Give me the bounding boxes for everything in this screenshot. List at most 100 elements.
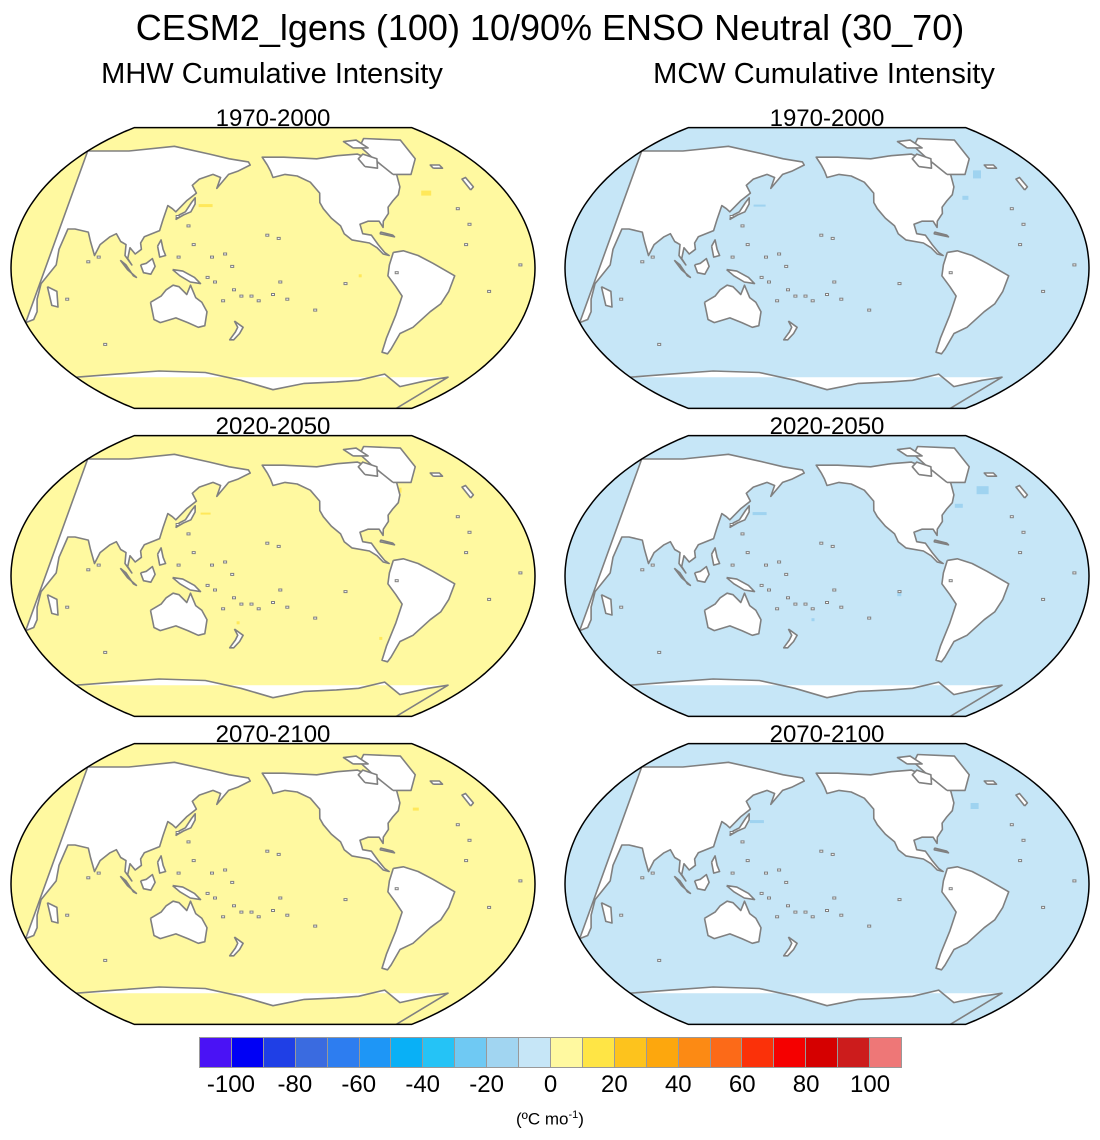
island xyxy=(343,282,348,286)
colorbar-box xyxy=(870,1038,901,1067)
intensity-patch xyxy=(973,170,981,179)
intensity-patch xyxy=(897,593,902,597)
land-mass xyxy=(693,873,710,891)
colorbar-box xyxy=(582,1038,615,1067)
intensity-patch xyxy=(749,820,764,824)
map-border xyxy=(564,434,1090,718)
colorbar-tick-label: 60 xyxy=(728,1071,756,1098)
island xyxy=(619,605,624,609)
colorbar-box xyxy=(806,1038,839,1067)
land-mass xyxy=(381,558,456,663)
island xyxy=(313,616,318,620)
land-mass xyxy=(600,901,613,924)
island xyxy=(205,275,210,279)
colorbar-box xyxy=(200,1038,232,1067)
island xyxy=(467,222,472,226)
island xyxy=(186,840,191,844)
land-mass xyxy=(782,320,798,341)
land-mass xyxy=(896,755,923,765)
colorbar-tick-label: -60 xyxy=(341,1071,377,1098)
intensity-patch xyxy=(811,618,815,622)
land-mass xyxy=(1015,176,1029,191)
land-mass xyxy=(119,567,138,587)
colorbar-box xyxy=(678,1038,711,1067)
island xyxy=(839,297,844,301)
island xyxy=(729,215,734,218)
land-mass xyxy=(710,239,721,258)
island xyxy=(740,532,745,536)
island xyxy=(619,297,624,301)
land-mass xyxy=(139,873,156,891)
island xyxy=(175,831,180,834)
island xyxy=(650,255,655,259)
island xyxy=(1021,838,1026,842)
island xyxy=(455,207,460,211)
island xyxy=(103,958,108,962)
island xyxy=(777,560,782,564)
land-mass xyxy=(46,593,59,616)
island xyxy=(759,891,764,895)
land-mass xyxy=(710,547,721,566)
island xyxy=(232,904,236,908)
island xyxy=(1018,859,1023,863)
land-mass xyxy=(76,986,449,1025)
island xyxy=(232,596,236,600)
land-mass xyxy=(630,986,1003,1025)
mcw-map-1970-2000 xyxy=(564,126,1090,410)
island xyxy=(265,849,270,853)
island xyxy=(394,887,399,891)
island xyxy=(176,255,181,259)
land-mass xyxy=(693,565,710,583)
land-mass xyxy=(429,780,444,785)
land-mass xyxy=(172,884,202,901)
island xyxy=(777,868,782,872)
mhw-map-2070-2100 xyxy=(10,742,536,1026)
island xyxy=(619,913,624,917)
island xyxy=(223,868,228,872)
island xyxy=(1009,515,1014,519)
island xyxy=(819,233,824,237)
island xyxy=(832,896,837,900)
land-mass xyxy=(710,855,721,874)
land-mass xyxy=(381,250,456,355)
island xyxy=(786,596,790,600)
intensity-patch xyxy=(970,803,979,809)
island xyxy=(313,924,318,928)
island xyxy=(819,849,824,853)
island xyxy=(65,605,70,609)
land-mass xyxy=(461,792,475,807)
island xyxy=(948,579,953,583)
island xyxy=(767,280,771,284)
island xyxy=(221,915,226,919)
island xyxy=(223,252,228,256)
colorbar-box xyxy=(359,1038,392,1067)
land-mass xyxy=(46,901,59,924)
mcw-column-title: MCW Cumulative Intensity xyxy=(653,58,995,90)
colorbar-tick-label: -100 xyxy=(206,1071,255,1098)
island xyxy=(832,588,837,592)
land-mass xyxy=(156,855,167,874)
land-mass xyxy=(896,447,923,457)
island xyxy=(640,568,645,572)
island xyxy=(65,913,70,917)
land-mass xyxy=(76,370,449,409)
land-mass xyxy=(156,239,167,258)
land-mass xyxy=(726,884,756,901)
island xyxy=(343,590,348,594)
island xyxy=(650,563,655,567)
island xyxy=(191,859,196,863)
land-mass xyxy=(379,539,396,546)
island xyxy=(210,255,214,259)
land-mass xyxy=(228,936,244,957)
island xyxy=(777,252,782,256)
island xyxy=(810,607,815,611)
island xyxy=(640,876,645,880)
island xyxy=(740,224,745,228)
land-mass xyxy=(983,472,998,477)
intensity-patch xyxy=(954,503,963,508)
island xyxy=(175,215,180,218)
island xyxy=(730,871,735,875)
land-mass xyxy=(24,145,251,324)
land-mass xyxy=(935,866,1010,971)
island xyxy=(239,294,244,298)
